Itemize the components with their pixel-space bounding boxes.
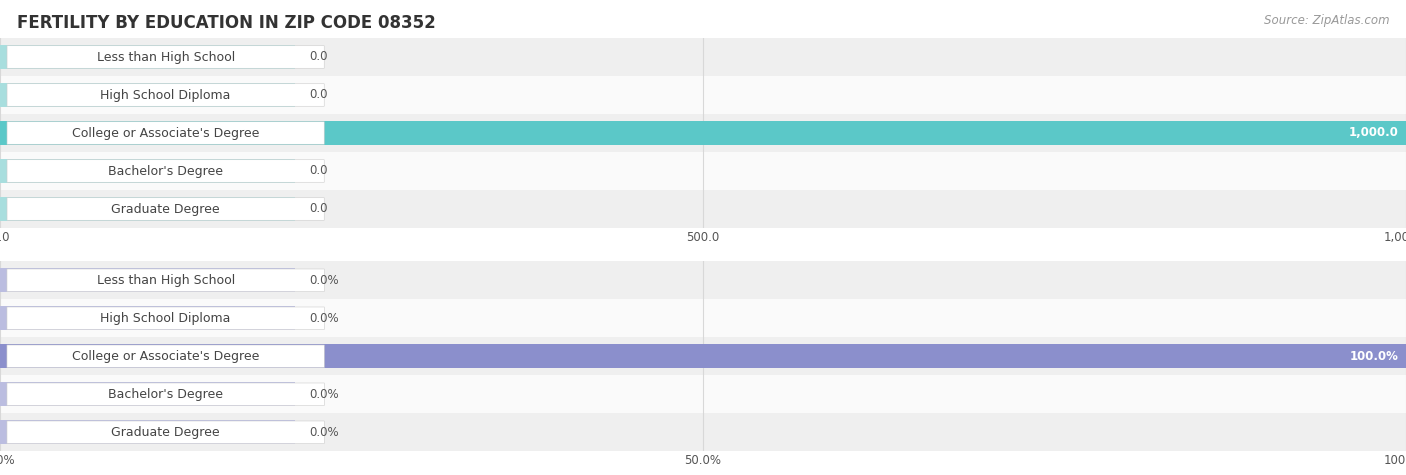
Text: 0.0%: 0.0% <box>309 312 339 325</box>
FancyBboxPatch shape <box>7 421 325 444</box>
Text: 0.0: 0.0 <box>309 88 328 102</box>
FancyBboxPatch shape <box>7 198 325 220</box>
Text: High School Diploma: High School Diploma <box>100 312 231 325</box>
FancyBboxPatch shape <box>7 84 325 106</box>
FancyBboxPatch shape <box>7 345 325 368</box>
Text: College or Associate's Degree: College or Associate's Degree <box>72 350 259 363</box>
Text: 100.0%: 100.0% <box>1350 350 1399 363</box>
Text: College or Associate's Degree: College or Associate's Degree <box>72 126 259 140</box>
Bar <box>0 306 295 330</box>
Bar <box>0 375 1406 413</box>
Text: FERTILITY BY EDUCATION IN ZIP CODE 08352: FERTILITY BY EDUCATION IN ZIP CODE 08352 <box>17 14 436 32</box>
Text: 0.0%: 0.0% <box>309 426 339 439</box>
Bar <box>0 299 1406 337</box>
Bar <box>0 261 1406 299</box>
FancyBboxPatch shape <box>7 307 325 330</box>
Text: 1,000.0: 1,000.0 <box>1350 126 1399 140</box>
Text: 0.0: 0.0 <box>309 202 328 216</box>
Text: Source: ZipAtlas.com: Source: ZipAtlas.com <box>1264 14 1389 27</box>
Bar <box>0 45 295 69</box>
Text: Less than High School: Less than High School <box>97 274 235 287</box>
Bar <box>0 76 1406 114</box>
Text: Bachelor's Degree: Bachelor's Degree <box>108 388 224 401</box>
FancyBboxPatch shape <box>7 160 325 182</box>
Text: 0.0%: 0.0% <box>309 388 339 401</box>
Text: 0.0: 0.0 <box>309 50 328 64</box>
FancyBboxPatch shape <box>7 122 325 144</box>
FancyBboxPatch shape <box>7 383 325 406</box>
FancyBboxPatch shape <box>7 46 325 68</box>
Bar <box>0 382 295 406</box>
Bar <box>0 159 295 183</box>
Bar <box>0 190 1406 228</box>
Bar <box>0 83 295 107</box>
Text: Bachelor's Degree: Bachelor's Degree <box>108 164 224 178</box>
Bar <box>0 197 295 221</box>
Bar <box>0 413 1406 451</box>
Bar <box>0 420 295 444</box>
Text: High School Diploma: High School Diploma <box>100 88 231 102</box>
Bar <box>0 152 1406 190</box>
Text: 0.0: 0.0 <box>309 164 328 178</box>
Bar <box>0 121 1406 145</box>
Bar <box>0 38 1406 76</box>
Bar <box>0 114 1406 152</box>
Bar <box>0 344 1406 368</box>
Bar <box>0 337 1406 375</box>
Text: 0.0%: 0.0% <box>309 274 339 287</box>
Bar <box>0 268 295 292</box>
Text: Less than High School: Less than High School <box>97 50 235 64</box>
Text: Graduate Degree: Graduate Degree <box>111 202 219 216</box>
FancyBboxPatch shape <box>7 269 325 292</box>
Text: Graduate Degree: Graduate Degree <box>111 426 219 439</box>
